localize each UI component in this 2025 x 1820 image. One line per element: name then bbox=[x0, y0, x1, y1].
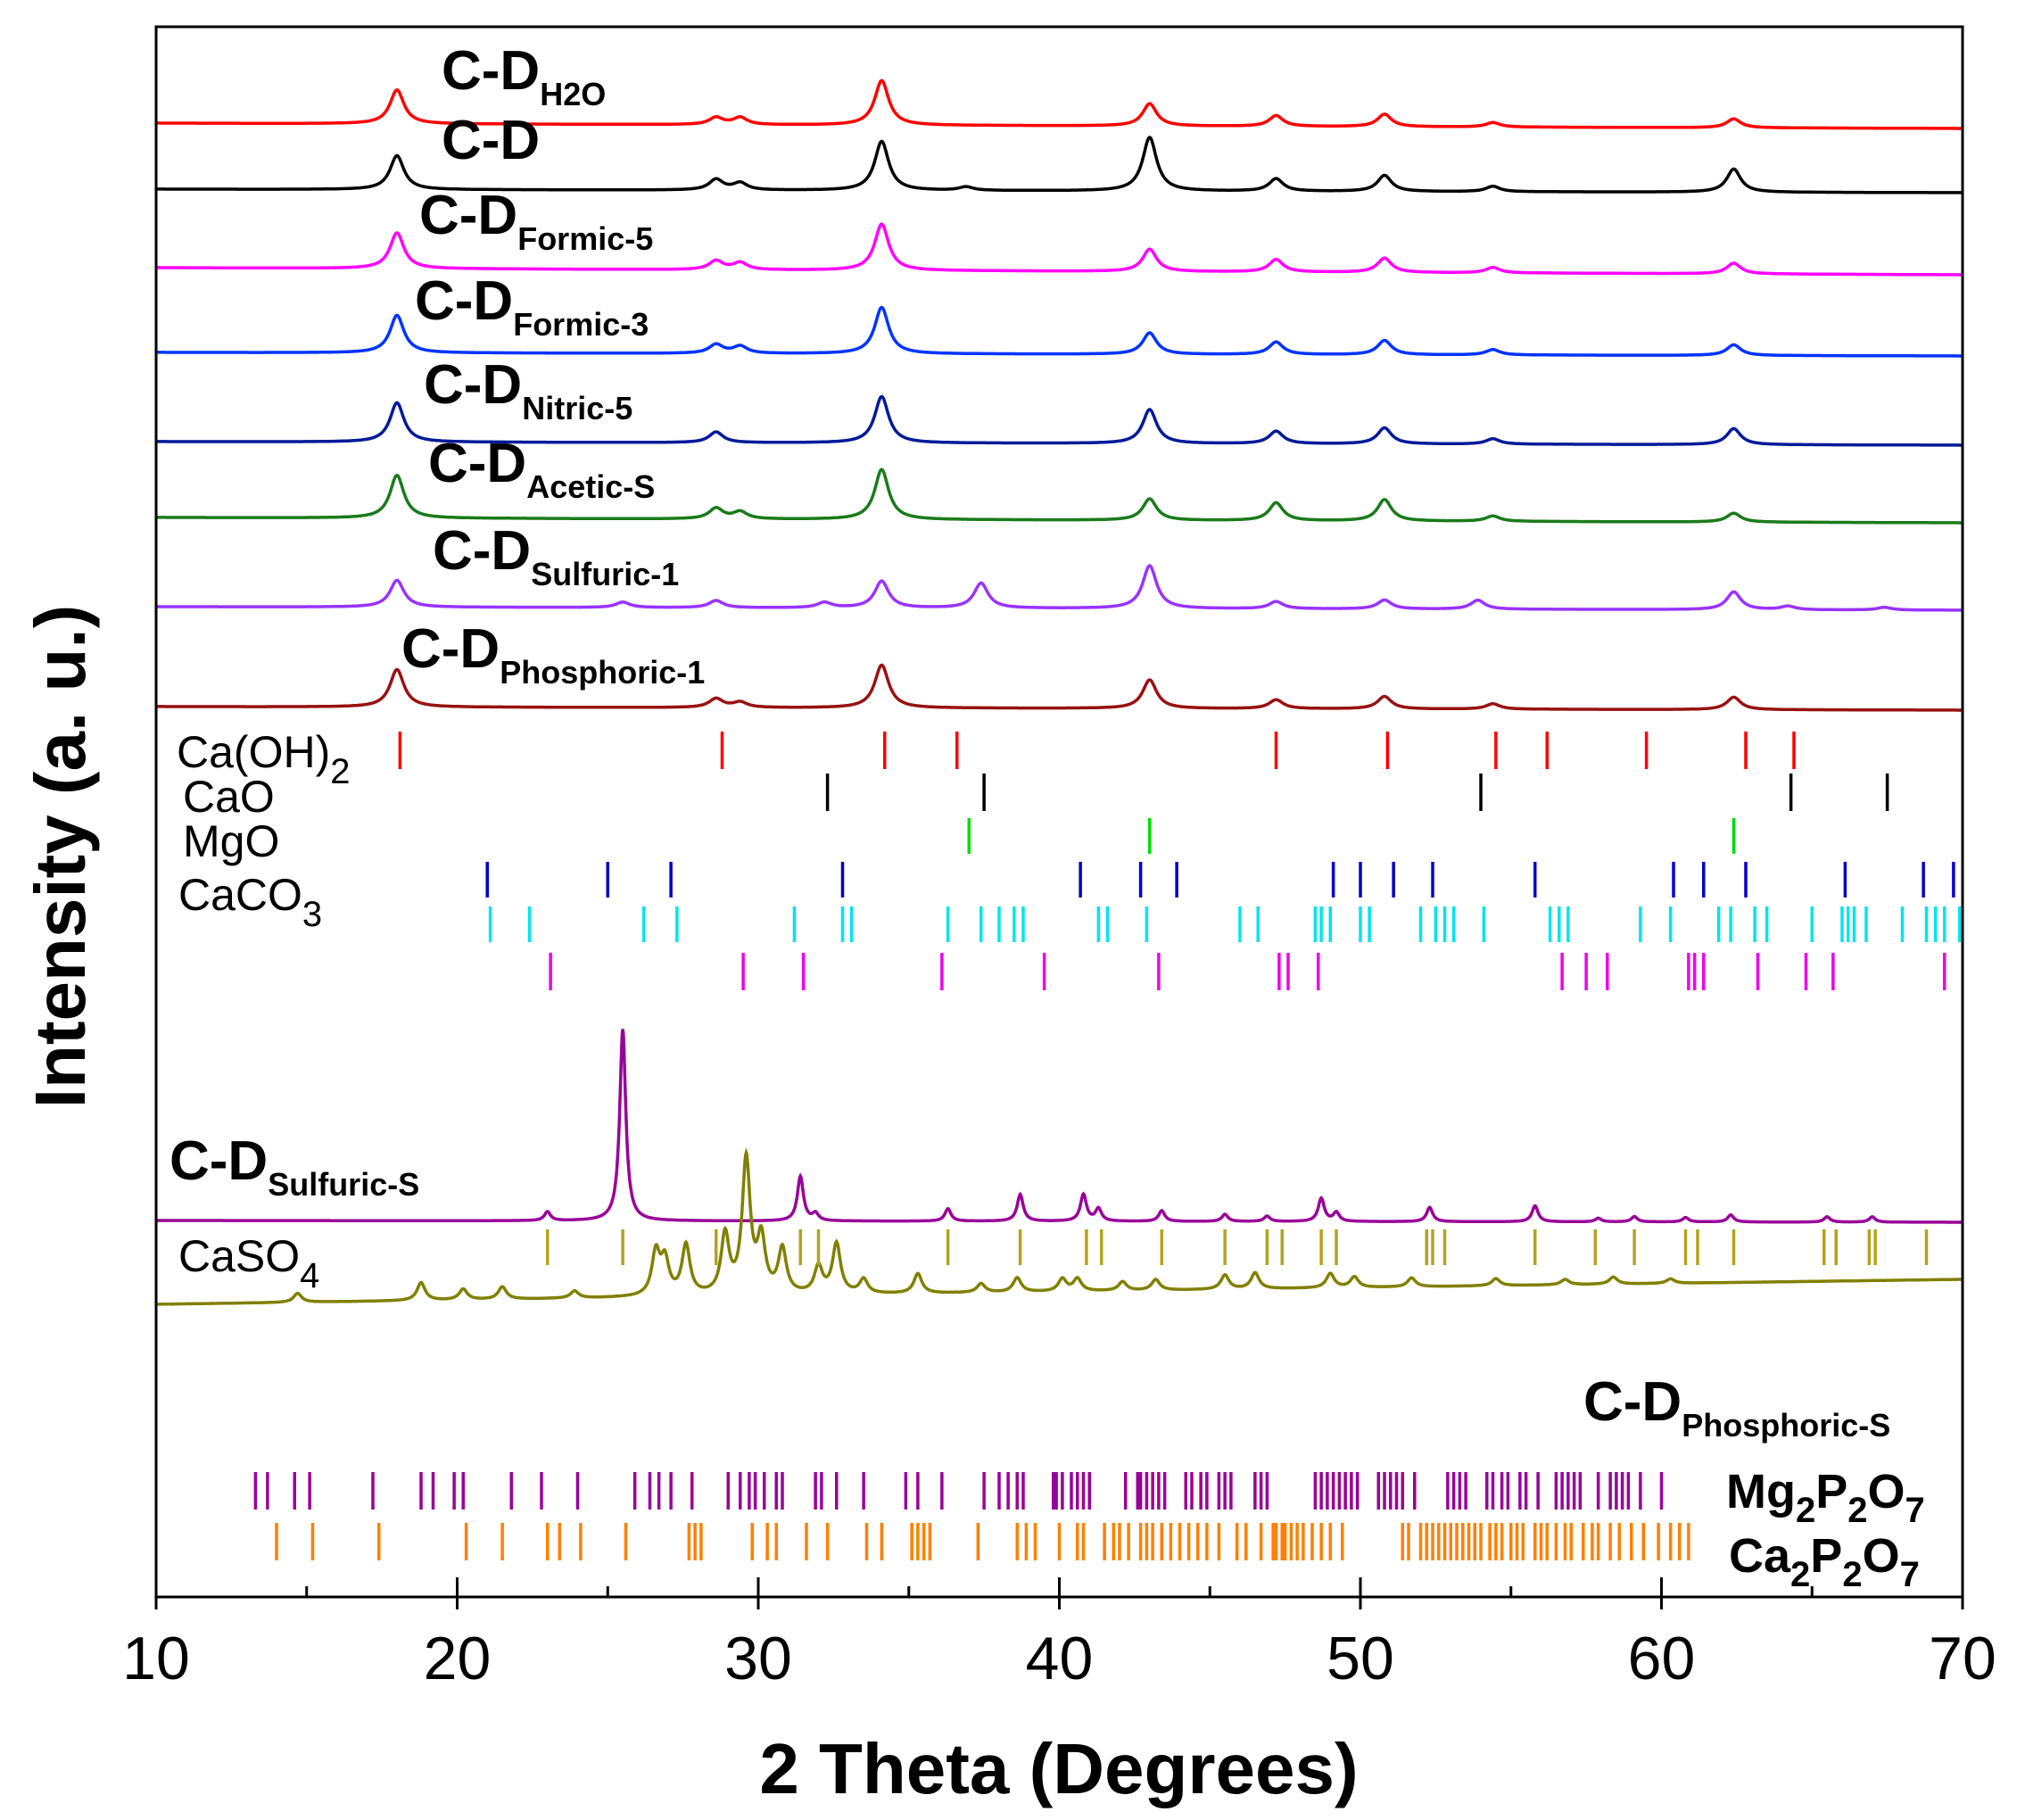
series-label-main: C-D bbox=[424, 354, 522, 416]
plot-area: C-DH2OC-DC-DFormic-5C-DFormic-3C-DNitric… bbox=[156, 40, 1963, 1594]
series-line-1 bbox=[156, 136, 1963, 194]
reference-label-main: CaCO bbox=[178, 870, 302, 920]
series-label-3: C-DFormic-3 bbox=[415, 270, 649, 343]
series-label-main: C-D bbox=[433, 520, 531, 582]
series-label-4: C-DNitric-5 bbox=[424, 354, 632, 426]
x-tick-label: 70 bbox=[1929, 1625, 1996, 1692]
series-label-6: C-DSulfuric-1 bbox=[433, 520, 679, 592]
x-tick-label: 10 bbox=[122, 1625, 190, 1692]
reference-label-part: P bbox=[1810, 1529, 1842, 1583]
series-label-sub: Formic-3 bbox=[513, 306, 649, 343]
series-label-sub: Nitric-5 bbox=[522, 390, 632, 426]
reference-label-sub: 4 bbox=[300, 1256, 319, 1295]
series-line-7 bbox=[156, 663, 1963, 712]
series-label-main: C-D bbox=[415, 270, 513, 332]
series-label-9: C-DPhosphoric-S bbox=[1583, 1371, 1890, 1444]
y-axis-title: Intensity (a. u.) bbox=[21, 605, 100, 1109]
series-line-2 bbox=[156, 222, 1963, 277]
x-tick-label: 60 bbox=[1628, 1625, 1696, 1692]
reference-label-7: Mg2P2O7 bbox=[1726, 1465, 1925, 1530]
reference-label-sub: 2 bbox=[330, 752, 350, 791]
reference-label-sub: 2 bbox=[1790, 1555, 1810, 1594]
reference-label-8: Ca2P2O7 bbox=[1729, 1529, 1920, 1594]
reference-label-6: CaSO4 bbox=[178, 1231, 319, 1295]
reference-label-sub: 7 bbox=[1900, 1555, 1920, 1594]
series-label-main: C-D bbox=[428, 433, 526, 494]
reference-label-3: CaCO3 bbox=[178, 870, 322, 934]
series-label-main: C-D bbox=[169, 1130, 268, 1192]
series-label-0: C-DH2O bbox=[442, 40, 606, 112]
reference-label-sub: 2 bbox=[1842, 1555, 1862, 1594]
series-label-main: C-D bbox=[401, 618, 500, 680]
series-label-main: C-D bbox=[1583, 1371, 1682, 1433]
series-line-3 bbox=[156, 305, 1963, 358]
series-line-6 bbox=[156, 564, 1963, 612]
series-label-1: C-D bbox=[442, 110, 540, 171]
reference-label-0: Ca(OH)2 bbox=[177, 727, 350, 791]
x-axis: 10 20 30 40 50 60 70 bbox=[122, 1577, 1996, 1692]
reference-label-main: CaO bbox=[183, 772, 275, 822]
series-label-main: C-D bbox=[442, 40, 540, 102]
series-label-sub: Phosphoric-S bbox=[1682, 1407, 1890, 1444]
reference-label-part: Ca bbox=[1729, 1529, 1791, 1583]
series-line-9 bbox=[156, 1147, 1963, 1306]
series-line-5 bbox=[156, 467, 1963, 525]
x-tick-label: 20 bbox=[424, 1625, 492, 1692]
series-label-sub: Phosphoric-1 bbox=[500, 654, 705, 691]
series-label-5: C-DAcetic-S bbox=[428, 433, 655, 505]
series-label-sub: Sulfuric-1 bbox=[531, 556, 679, 592]
series-label-sub: H2O bbox=[540, 76, 606, 112]
reference-label-sub: 2 bbox=[1847, 1491, 1867, 1530]
series-line-4 bbox=[156, 394, 1963, 447]
label-layer: C-DH2OC-DC-DFormic-5C-DFormic-3C-DNitric… bbox=[169, 40, 1925, 1594]
reference-label-part: Mg bbox=[1726, 1465, 1796, 1518]
reference-label-sub: 2 bbox=[1796, 1491, 1815, 1530]
series-layer bbox=[156, 79, 1963, 1306]
reference-label-1: CaO bbox=[183, 772, 275, 822]
series-line-0 bbox=[156, 79, 1963, 130]
x-axis-title: 2 Theta (Degrees) bbox=[759, 1729, 1358, 1808]
reference-label-part: P bbox=[1815, 1465, 1847, 1518]
series-label-sub: Acetic-S bbox=[526, 468, 655, 505]
series-label-7: C-DPhosphoric-1 bbox=[401, 618, 705, 691]
series-label-sub: Formic-5 bbox=[517, 220, 653, 257]
reference-label-sub: 7 bbox=[1905, 1491, 1925, 1530]
x-tick-label: 30 bbox=[724, 1625, 792, 1692]
series-label-8: C-DSulfuric-S bbox=[169, 1130, 419, 1203]
reference-label-part: O bbox=[1868, 1465, 1905, 1518]
reference-label-2: MgO bbox=[183, 816, 279, 866]
reference-label-main: MgO bbox=[183, 816, 279, 866]
reference-label-part: O bbox=[1863, 1529, 1900, 1583]
series-label-main: C-D bbox=[419, 185, 517, 246]
series-label-main: C-D bbox=[442, 110, 540, 171]
x-tick-label: 40 bbox=[1026, 1625, 1094, 1692]
series-label-sub: Sulfuric-S bbox=[268, 1166, 419, 1203]
reference-label-main: Ca(OH) bbox=[177, 727, 330, 777]
reference-label-sub: 3 bbox=[302, 895, 322, 934]
series-label-2: C-DFormic-5 bbox=[419, 185, 653, 257]
reference-layer bbox=[253, 732, 1962, 1560]
reference-label-main: CaSO bbox=[178, 1231, 300, 1281]
x-tick-label: 50 bbox=[1327, 1625, 1394, 1692]
series-line-8 bbox=[156, 1029, 1963, 1224]
